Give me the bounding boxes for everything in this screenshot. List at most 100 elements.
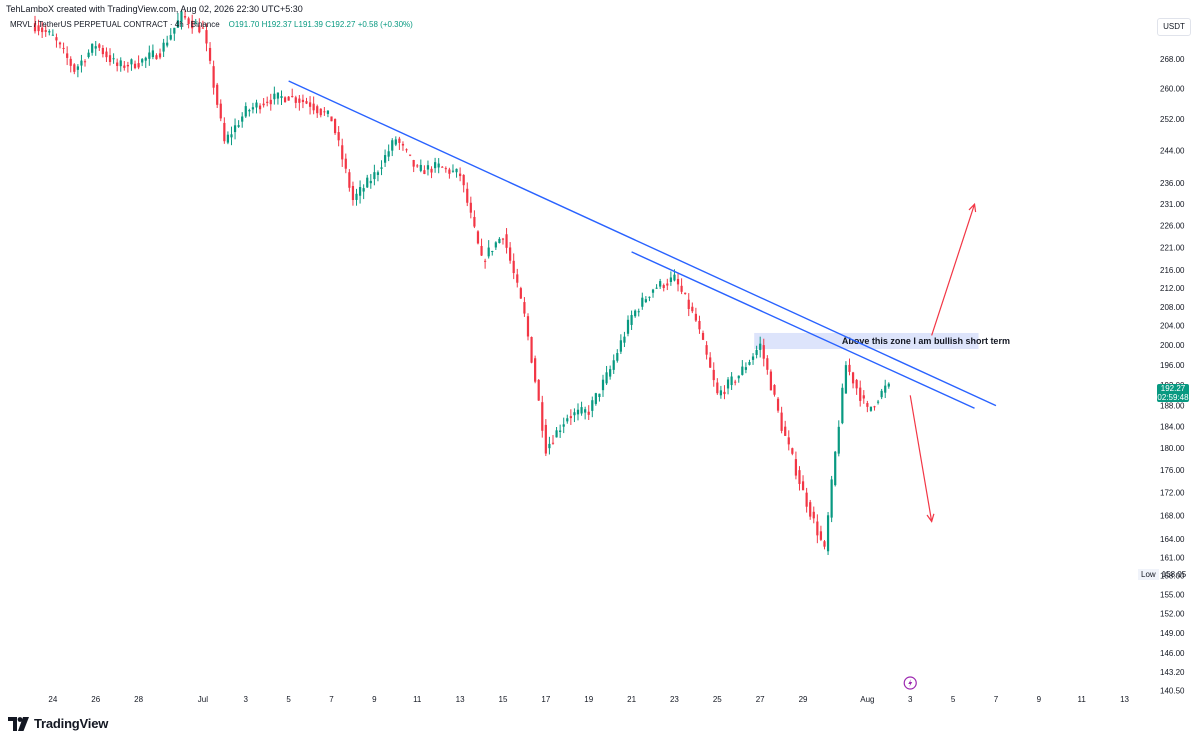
candle [444,166,447,173]
candle-body [233,125,237,133]
trendline-1[interactable] [288,80,997,407]
candle [498,237,501,244]
candle-body [709,357,712,368]
candle-body [566,418,569,422]
candle-body [33,23,37,32]
candle [555,426,558,438]
candle [248,108,251,117]
candle-body [494,242,497,248]
candle [76,64,79,78]
candle-body [684,292,687,294]
candle [648,296,651,302]
candle-body [537,379,540,401]
candle-body [80,60,83,66]
bullish-zone-box[interactable] [754,332,979,350]
candle-body [358,187,362,196]
candle [448,167,451,179]
lightning-icon[interactable] [903,676,917,690]
candle-body [137,63,140,68]
arrow-down[interactable] [909,395,935,523]
candle [169,28,172,41]
candle [55,33,58,48]
candle-body [441,166,444,168]
trendline-2[interactable] [631,251,975,409]
candle [130,58,133,71]
candle-body [666,283,669,286]
candle [637,308,640,317]
candle [687,293,690,317]
arrow-up[interactable] [931,202,977,336]
candle-body [480,245,483,256]
candle-body [201,27,205,29]
y-tick-label: 172.00 [1160,489,1185,498]
candle [476,230,480,245]
candle-body [362,188,365,192]
candle [769,369,773,391]
candle [201,20,205,29]
currency-button[interactable]: USDT [1157,18,1191,36]
candle-body [830,479,833,518]
candle [119,57,122,72]
x-tick-label: 9 [1037,695,1042,704]
candle [598,393,601,402]
y-tick-label: 164.00 [1160,535,1185,544]
candle-body [584,409,587,413]
last-price-tag: 192.27 02:59:48 [1157,384,1189,402]
candle-body [580,407,583,414]
candle [355,188,358,206]
candle [362,184,365,200]
candle [401,141,405,151]
candle [337,126,340,147]
candle-body [176,20,180,28]
candle-body [551,442,555,444]
candle-body [626,319,630,334]
candle [634,309,637,318]
symbol-label[interactable]: MRVL / TetherUS PERPETUAL CONTRACT · 4h … [10,20,220,29]
candle [666,278,669,291]
candle-body [91,43,94,53]
tradingview-mark-icon [8,716,29,731]
candle-body [94,46,97,49]
candle [719,385,723,399]
candle [580,401,583,416]
candle [316,104,319,118]
candle-body [523,302,526,314]
candle [398,136,401,150]
candle-body [662,285,665,288]
candle-body [473,216,476,227]
candle-body [394,139,397,145]
candle [566,414,569,424]
candle-body [784,426,787,436]
candle-body [573,412,576,416]
candle [416,164,419,168]
candle-body [87,52,90,58]
candle [816,514,819,544]
candle [191,14,194,34]
candle [305,97,308,105]
candle-body [387,151,390,157]
candle-body [398,138,401,143]
candle [344,153,347,174]
change-value: +0.58 (+0.30%) [357,20,413,29]
candle [101,45,104,58]
tradingview-logo[interactable]: TradingView [8,716,108,731]
candle [244,102,247,118]
candle [280,90,283,106]
candle-body [498,238,501,244]
candle-body [412,160,415,167]
candle-body [101,47,104,55]
candle-body [869,406,873,411]
candle-body [773,385,776,395]
candle [166,35,169,48]
candle-body [41,27,44,33]
candle [433,157,437,173]
candle [662,283,665,292]
candle-body [484,260,487,262]
candle [133,60,137,70]
bar-countdown: 02:59:48 [1157,393,1189,402]
candle [541,395,544,438]
candle [834,450,837,487]
x-tick-label: 3 [908,695,913,704]
